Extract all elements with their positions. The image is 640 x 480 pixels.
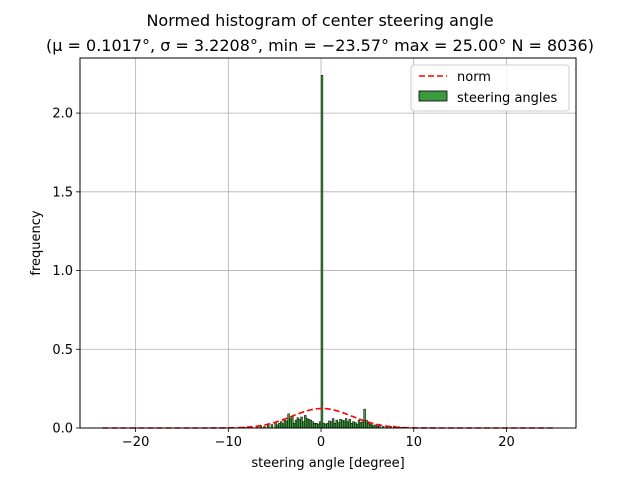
histogram-bar (315, 423, 318, 429)
histogram-bar (337, 422, 340, 429)
histogram-bar (367, 423, 370, 429)
histogram-bar (296, 417, 300, 429)
histogram-bar (302, 421, 305, 429)
histogram-bar (339, 419, 342, 429)
histogram-bar (320, 75, 324, 429)
x-tick-label: −10 (215, 435, 242, 450)
x-tick-label: 0 (317, 435, 325, 450)
legend-steering-label: steering angles (457, 91, 558, 106)
y-tick-label: 0.0 (52, 422, 73, 437)
histogram-bar (326, 423, 329, 429)
histogram-bar (343, 420, 346, 429)
histogram-bar (357, 419, 361, 429)
histogram-bar (280, 421, 283, 429)
y-tick-label: 1.5 (52, 185, 73, 200)
histogram-bar (335, 419, 338, 429)
chart-title: Normed histogram of center steering angl… (146, 11, 493, 30)
histogram-bar (283, 419, 287, 429)
histogram-bar (331, 418, 335, 429)
plot-area-frame (79, 57, 577, 429)
histogram-bar (311, 421, 314, 429)
histogram-bar (346, 421, 350, 429)
histogram-bar (324, 423, 327, 429)
y-tick-label: 2.0 (52, 107, 73, 122)
chart-subtitle: (μ = 0.1017°, σ = 3.2208°, min = −23.57°… (46, 36, 594, 55)
histogram-bar (313, 423, 316, 429)
histogram-bar (287, 413, 290, 429)
histogram-bar (305, 418, 309, 429)
legend-box (410, 64, 570, 112)
histogram-bar (350, 423, 353, 429)
x-tick-label: 10 (405, 435, 422, 450)
histogram-bar (363, 408, 366, 429)
histogram-bar (333, 423, 337, 429)
histogram-bar (291, 415, 294, 429)
histogram-bar (365, 419, 368, 429)
legend-steering-swatch (418, 90, 448, 102)
x-axis-label: steering angle [degree] (251, 456, 404, 471)
histogram-bar (307, 419, 311, 429)
histogram-bar (294, 419, 298, 429)
histogram-bar (289, 418, 292, 429)
x-tick-label: −20 (122, 435, 149, 450)
histogram-bar (300, 416, 303, 429)
histogram-bar (361, 421, 364, 429)
histogram-bar (344, 418, 348, 429)
histogram-bar (309, 419, 313, 429)
histogram-bar (330, 421, 333, 429)
histogram-bar (274, 422, 277, 429)
x-tick-label: 20 (498, 435, 515, 450)
histogram-bar (281, 423, 285, 429)
histogram-bar (369, 423, 372, 429)
axis-ticks: −20 −10 0 10 20 0.0 0.5 1.0 1.5 2.0 (52, 107, 514, 450)
histogram-bar (328, 420, 331, 429)
histogram-bar (317, 423, 320, 429)
histogram-bar (359, 422, 363, 429)
histogram-bar (322, 423, 326, 429)
histogram-bar (348, 419, 351, 429)
histogram-bar (318, 421, 322, 429)
histogram-bar (298, 419, 301, 429)
histogram-bar (352, 421, 355, 429)
histogram-bar (285, 420, 288, 429)
y-tick-label: 0.5 (52, 343, 73, 358)
y-tick-label: 1.0 (52, 264, 73, 279)
histogram-bar (341, 419, 344, 429)
histogram-bar (354, 422, 357, 429)
y-axis-label: frequency (29, 210, 44, 276)
histogram-bar (304, 415, 307, 429)
legend-norm-label: norm (457, 70, 491, 85)
histogram-bar (270, 424, 274, 429)
histogram-bar (356, 423, 359, 429)
legend: norm steering angles (410, 64, 570, 112)
histogram-bar (292, 423, 296, 429)
histogram-bar (278, 423, 281, 429)
